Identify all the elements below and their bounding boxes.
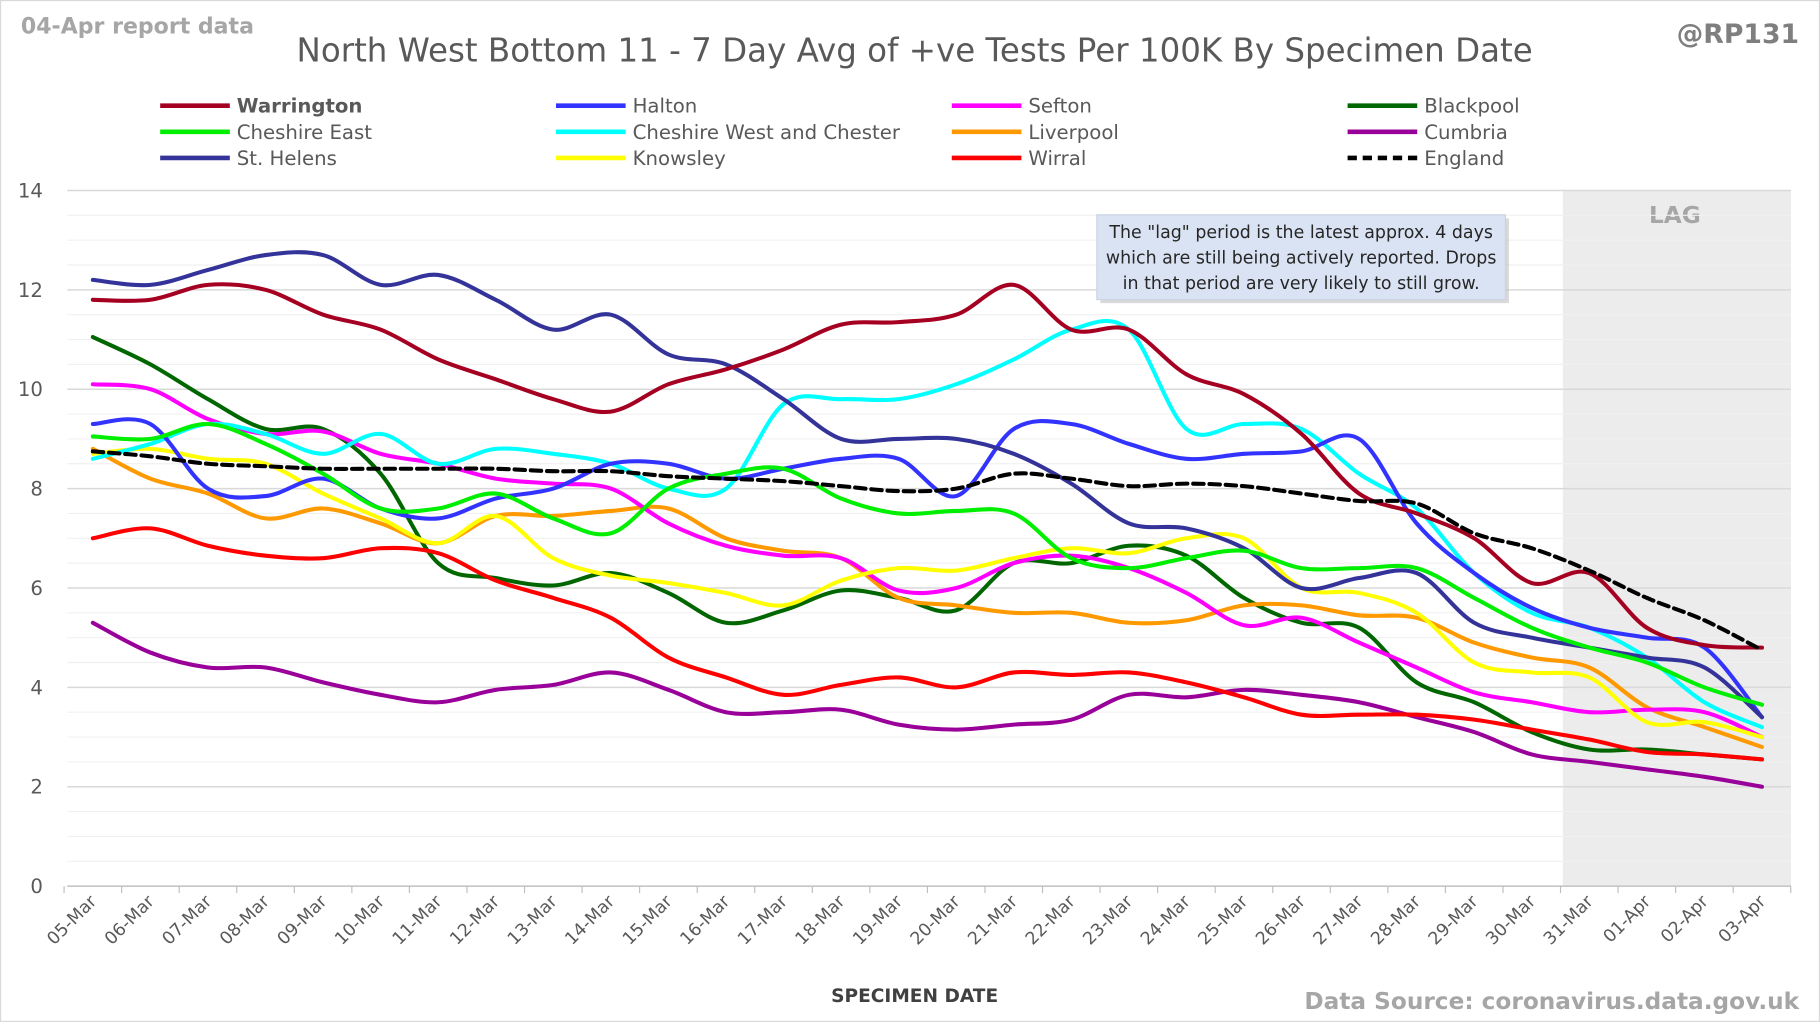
report-label: 04-Apr report data: [21, 15, 254, 40]
y-tick-label: 10: [18, 378, 43, 401]
series-line-warrington: [90, 282, 1764, 650]
series-line-cumbria: [90, 620, 1764, 789]
legend-label: Cheshire East: [237, 121, 372, 144]
series-line-england: [90, 449, 1764, 653]
legend-label: Cumbria: [1424, 121, 1508, 144]
series-lines: [90, 250, 1764, 789]
y-tick-label: 2: [30, 776, 43, 799]
series-line-st-helens: [90, 250, 1764, 720]
annotation-line: in that period are very likely to still …: [1123, 274, 1480, 294]
legend-label: England: [1424, 147, 1504, 170]
legend-label: Liverpool: [1028, 121, 1118, 144]
series-line-knowsley: [90, 446, 1764, 740]
y-tick-label: 12: [18, 279, 43, 302]
y-axis: 0 2 4 6 8 10 12 14: [18, 179, 43, 898]
annotation-box: [1096, 214, 1507, 301]
data-source: Data Source: coronavirus.data.gov.uk: [1304, 988, 1799, 1015]
legend-label: Cheshire West and Chester: [633, 121, 901, 144]
legend-label: Warrington: [237, 95, 363, 118]
y-tick-label: 4: [30, 676, 43, 699]
legend-label: Knowsley: [633, 147, 726, 170]
y-tick-label: 6: [30, 577, 43, 600]
series-line-wirral: [90, 526, 1764, 762]
series-line-sefton: [90, 382, 1764, 740]
legend-label: Wirral: [1028, 147, 1086, 170]
annotation-line: which are still being actively reported.…: [1106, 249, 1496, 269]
lag-annotation: The "lag" period is the latest approx. 4…: [1096, 214, 1509, 304]
legend-label: St. Helens: [237, 147, 337, 170]
annotation-line: The "lag" period is the latest approx. 4…: [1108, 223, 1493, 243]
legend: Warrington Cheshire East St. Helens Halton C…: [160, 95, 1520, 170]
y-tick-label: 8: [30, 478, 43, 501]
series-line-liverpool: [90, 446, 1764, 750]
legend-label: Blackpool: [1424, 95, 1519, 118]
y-tick-label: 0: [30, 875, 43, 898]
legend-label: Sefton: [1028, 95, 1092, 118]
legend-label: Halton: [633, 95, 698, 118]
x-axis-title: SPECIMEN DATE: [831, 986, 998, 1007]
series-line-cheshire-east: [90, 421, 1764, 707]
handle: @RP131: [1677, 19, 1799, 50]
chart-title: North West Bottom 11 - 7 Day Avg of +ve …: [297, 32, 1533, 70]
y-tick-label: 14: [18, 179, 43, 202]
